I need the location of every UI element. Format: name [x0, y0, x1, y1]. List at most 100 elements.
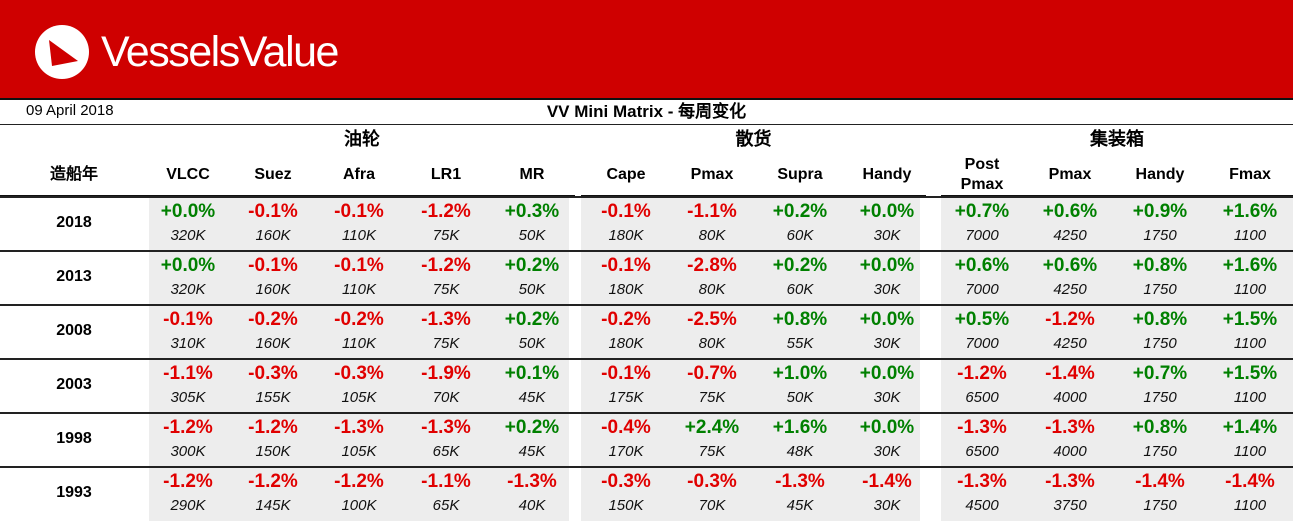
vessel-value: 110K: [342, 281, 376, 298]
percent-change: +1.5%: [1222, 363, 1278, 384]
vessel-value: 30K: [873, 281, 901, 298]
vessel-value: 4250: [1053, 227, 1087, 244]
percent-change: -1.1%: [421, 471, 471, 492]
row-group-background: [581, 468, 920, 521]
matrix-cell: -0.2% 110K: [319, 306, 399, 359]
vessel-value: 320K: [170, 227, 206, 244]
vessel-value: 1750: [1143, 389, 1177, 406]
column-header: LR1: [430, 166, 462, 183]
column-header: MR: [519, 166, 545, 183]
matrix-cell: +0.3% 50K: [492, 198, 572, 251]
percent-change: +1.4%: [1222, 417, 1278, 438]
vessel-value: 4500: [965, 497, 999, 514]
matrix-cell: +0.5% 7000: [942, 306, 1022, 359]
matrix-cell: +1.6% 1100: [1210, 252, 1290, 305]
percent-change: -1.3%: [1045, 417, 1095, 438]
matrix-cell: +0.0% 320K: [148, 198, 228, 251]
vessel-value: 30K: [873, 227, 901, 244]
matrix-cell: -0.1% 180K: [586, 252, 666, 305]
row-divider: [0, 250, 1293, 252]
vessel-value: 160K: [255, 281, 291, 298]
vessel-value: 7000: [965, 335, 999, 352]
row-group-background: [941, 468, 1293, 521]
matrix-cell: -1.2% 290K: [148, 468, 228, 521]
matrix-cell: +0.8% 55K: [760, 306, 840, 359]
percent-change: -1.4%: [1135, 471, 1185, 492]
vessel-value: 1750: [1143, 281, 1177, 298]
percent-change: -0.2%: [601, 309, 651, 330]
matrix-cell: -0.1% 160K: [233, 252, 313, 305]
percent-change: -0.2%: [334, 309, 384, 330]
matrix-cell: -0.1% 310K: [148, 306, 228, 359]
vessel-value: 150K: [608, 497, 644, 514]
matrix-cell: +1.5% 1100: [1210, 306, 1290, 359]
matrix-cell: -0.7% 75K: [672, 360, 752, 413]
vessel-value: 30K: [873, 335, 901, 352]
matrix-cell: +0.2% 60K: [760, 198, 840, 251]
row-group-background: [941, 360, 1293, 413]
matrix-cell: -0.1% 110K: [319, 198, 399, 251]
matrix-cell: -0.1% 160K: [233, 198, 313, 251]
column-header: Fmax: [1229, 166, 1271, 183]
percent-change: +0.2%: [504, 255, 560, 276]
matrix-cell: +0.2% 45K: [492, 414, 572, 467]
matrix-cell: -1.4% 30K: [847, 468, 927, 521]
matrix-cell: -0.4% 170K: [586, 414, 666, 467]
matrix-cell: +1.0% 50K: [760, 360, 840, 413]
matrix-cell: -1.3% 6500: [942, 414, 1022, 467]
percent-change: -1.4%: [1225, 471, 1275, 492]
row-group-background: [941, 198, 1293, 251]
column-header: Handy: [862, 166, 912, 183]
percent-change: -0.1%: [601, 363, 651, 384]
matrix-cell: -1.3% 45K: [760, 468, 840, 521]
matrix-cell: -2.5% 80K: [672, 306, 752, 359]
vessel-value: 100K: [341, 497, 377, 514]
percent-change: -0.1%: [601, 255, 651, 276]
page-title: VV Mini Matrix - 每周变化: [546, 102, 747, 121]
vessel-value: 300K: [170, 443, 206, 460]
vessel-value: 3750: [1053, 497, 1087, 514]
percent-change: +0.8%: [772, 309, 828, 330]
matrix-cell: -1.3% 4000: [1030, 414, 1110, 467]
percent-change: +0.8%: [1132, 417, 1188, 438]
vessel-value: 170K: [608, 443, 644, 460]
matrix-cell: +0.7% 7000: [942, 198, 1022, 251]
brand-name: VesselsValue: [101, 28, 339, 76]
matrix-cell: -1.3% 40K: [492, 468, 572, 521]
table-row: 2018 +0.0% 320K -0.1% 160K -0.1% 110K -1.2% 75K +…: [0, 198, 1293, 251]
percent-change: +0.9%: [1132, 201, 1188, 222]
vessel-value: 55K: [786, 335, 814, 352]
matrix-cell: -1.3% 75K: [406, 306, 486, 359]
row-group-background: [149, 252, 569, 305]
row-group-background: [149, 306, 569, 359]
column-header: Post Pmax: [960, 156, 1004, 193]
vessel-value: 48K: [786, 443, 814, 460]
percent-change: -1.9%: [421, 363, 471, 384]
percent-change: -0.3%: [687, 471, 737, 492]
percent-change: -1.3%: [421, 309, 471, 330]
percent-change: -2.8%: [687, 255, 737, 276]
vessel-value: 4250: [1053, 281, 1087, 298]
vessel-value: 4000: [1053, 443, 1087, 460]
vessel-value: 30K: [873, 389, 901, 406]
vessel-value: 75K: [698, 443, 726, 460]
matrix-cell: +1.6% 48K: [760, 414, 840, 467]
vessel-value: 160K: [255, 335, 291, 352]
vessel-value: 175K: [608, 389, 644, 406]
vessel-value: 110K: [342, 227, 376, 244]
vessel-value: 1750: [1143, 497, 1177, 514]
percent-change: -1.3%: [957, 417, 1007, 438]
row-group-background: [149, 414, 569, 467]
percent-change: +0.2%: [772, 201, 828, 222]
vessel-value: 180K: [608, 335, 644, 352]
vessel-value: 50K: [518, 281, 546, 298]
percent-change: +0.5%: [954, 309, 1010, 330]
table-row: 2008 -0.1% 310K -0.2% 160K -0.2% 110K -1.3% 75K +…: [0, 306, 1293, 359]
row-group-background: [149, 360, 569, 413]
vessel-value: 45K: [518, 389, 546, 406]
vessel-value: 105K: [341, 389, 377, 406]
vessel-value: 50K: [518, 227, 546, 244]
matrix-cell: -1.3% 105K: [319, 414, 399, 467]
vessel-value: 40K: [518, 497, 546, 514]
column-header: Supra: [777, 166, 823, 183]
